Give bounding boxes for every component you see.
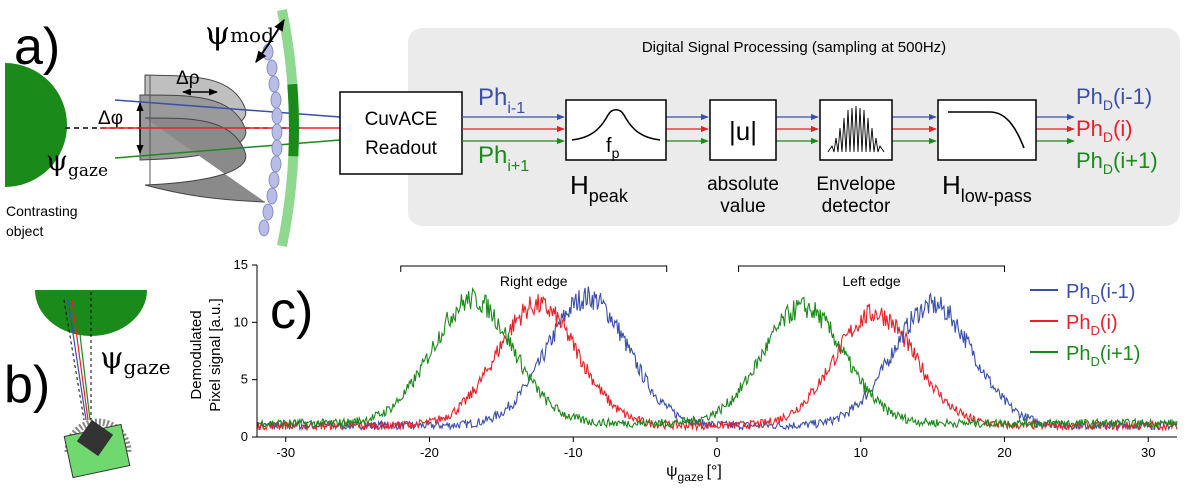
legend: PhD(i-1) PhD(i) PhD(i+1): [1030, 281, 1140, 369]
x-tick-label: 30: [1141, 445, 1155, 460]
svg-text:PhD(i-1): PhD(i-1): [1066, 281, 1135, 307]
dsp-background: [408, 28, 1180, 226]
input-bot-label: Phi+1: [478, 142, 529, 175]
x-tick-label: 0: [713, 445, 720, 460]
x-tick-label: -30: [276, 445, 295, 460]
hlow-label: Hlow-pass: [942, 170, 1032, 206]
svg-text:PhD(i): PhD(i): [1066, 312, 1118, 338]
y-tick-label: 0: [241, 429, 248, 444]
abs-symbol: |u|: [729, 116, 757, 146]
psi-mod-label: ψmod: [205, 14, 274, 52]
object-label-2: object: [6, 223, 43, 239]
y-tick-label: 5: [241, 372, 248, 387]
readout-box: [339, 91, 463, 175]
env-label-1: Envelope: [816, 174, 895, 195]
env-label-2: detector: [822, 196, 891, 217]
svg-text:PhD(i+1): PhD(i+1): [1066, 343, 1140, 369]
delta-rho-label: Δρ: [176, 68, 200, 89]
abs-label-1: absolute: [707, 174, 779, 195]
legend-item: PhD(i-1): [1030, 281, 1135, 307]
x-tick-label: -10: [564, 445, 583, 460]
panel-a: Digital Signal Processing (sampling at 5…: [5, 9, 1180, 247]
signal-arrows: [462, 113, 1075, 145]
ylabel-1: Demodulated: [188, 310, 205, 399]
legend-item: PhD(i+1): [1030, 343, 1140, 369]
panel-b-psi: ψgaze: [100, 341, 171, 379]
legend-item: PhD(i): [1030, 312, 1118, 338]
object-label-1: Contrasting: [6, 203, 78, 219]
axes: -30 -20 -10 0 10 20 30 0 5 10 15: [234, 257, 1177, 460]
output-top-label: PhD(i-1): [1076, 84, 1152, 113]
lowpass-box: [937, 99, 1037, 161]
xlabel: ψgaze [°]: [666, 463, 722, 484]
series-line: [256, 286, 1178, 430]
panel-c-label: c): [270, 282, 313, 340]
abs-label-2: value: [720, 196, 765, 217]
y-tick-label: 15: [234, 257, 248, 272]
lowpass-curve: [948, 111, 1025, 149]
envelope-icon: [827, 105, 885, 153]
left-edge-bracket: [738, 265, 1005, 272]
x-tick-label: -20: [420, 445, 439, 460]
sensor-chip: [76, 419, 114, 457]
bandpass-curve: [571, 109, 661, 141]
input-top-label: Phi-1: [478, 84, 525, 117]
gaussian-profiles: [139, 74, 266, 203]
x-tick-label: 10: [854, 445, 868, 460]
delta-phi-label: Δφ: [98, 108, 123, 129]
output-mid-label: PhD(i): [1076, 116, 1133, 145]
right-edge-label: Right edge: [500, 273, 568, 289]
series-line: [256, 294, 1178, 432]
dsp-title: Digital Signal Processing (sampling at 5…: [642, 39, 946, 56]
readout-label-2: Readout: [365, 138, 438, 159]
hpeak-label: Hpeak: [570, 170, 629, 206]
panel-c: c) Demodulated Pixel signal [a.u.] ψgaze…: [188, 257, 1178, 484]
psi-gaze-label: ψgaze: [46, 144, 108, 181]
psi-mod-arrow: [255, 18, 285, 63]
ylabel-2: Pixel signal [a.u.]: [207, 298, 224, 411]
panel-b-label: b): [4, 356, 50, 414]
y-tick-label: 10: [234, 314, 248, 329]
right-edge-bracket: [400, 265, 668, 272]
contrasting-object: [5, 63, 67, 187]
fp-label: fp: [606, 135, 620, 161]
panel-b: b) ψgaze: [4, 290, 171, 479]
x-tick-label: 20: [997, 445, 1011, 460]
readout-label-1: CuvACE: [365, 109, 438, 130]
abs-box: [709, 99, 777, 161]
series-line: [256, 286, 1178, 432]
left-edge-label: Left edge: [842, 273, 901, 289]
output-bot-label: PhD(i+1): [1076, 148, 1158, 177]
series-layer: [256, 286, 1178, 432]
